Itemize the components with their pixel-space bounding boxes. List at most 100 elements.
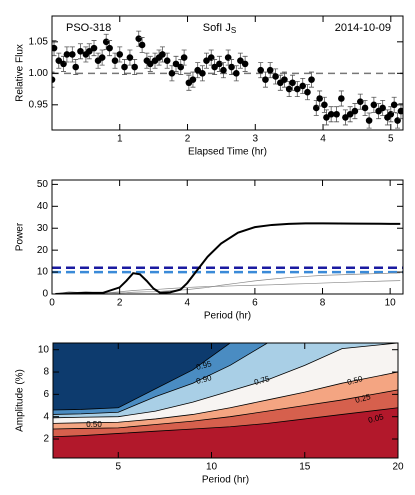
data-point xyxy=(106,44,113,52)
plot-frame xyxy=(51,15,404,131)
heatmap-region xyxy=(53,343,398,410)
plot-frame xyxy=(52,342,399,459)
data-point xyxy=(293,85,301,93)
data-point xyxy=(323,114,330,121)
y-axis-label: Relative Flux xyxy=(15,44,26,102)
annotation-subscript: S xyxy=(231,26,236,35)
contour-label: 0.25 xyxy=(354,392,372,405)
y-tick-label: 30 xyxy=(37,223,49,234)
data-point xyxy=(121,63,128,71)
data-point xyxy=(299,82,307,90)
data-point xyxy=(272,73,279,80)
annotation: PSO-318 xyxy=(66,22,111,34)
data-point xyxy=(203,57,210,65)
y-tick-label: 4 xyxy=(43,411,49,422)
contour-line xyxy=(53,343,398,411)
x-tick-label: 2 xyxy=(117,298,123,309)
x-tick-label: 10 xyxy=(206,462,218,473)
data-point xyxy=(304,88,311,96)
data-point xyxy=(241,60,249,68)
data-point xyxy=(72,63,80,71)
contour-line xyxy=(53,371,398,424)
x-tick-label: 15 xyxy=(299,462,311,473)
power-curve xyxy=(55,222,401,294)
y-tick-label: 0.95 xyxy=(29,99,49,110)
data-point xyxy=(357,98,364,105)
y-tick-label: 1.05 xyxy=(29,36,49,47)
data-point xyxy=(111,57,119,65)
data-point xyxy=(116,51,124,58)
data-point xyxy=(168,70,176,77)
data-point xyxy=(199,70,206,77)
data-point xyxy=(361,104,369,112)
contour-label: 0.95 xyxy=(195,359,213,372)
data-point xyxy=(63,51,71,58)
y-tick-label: 1.00 xyxy=(29,68,49,79)
data-point xyxy=(77,47,84,55)
x-tick-label: 1 xyxy=(117,134,123,145)
data-point xyxy=(207,54,215,61)
data-point xyxy=(131,63,138,71)
contour-line xyxy=(53,343,398,415)
data-point xyxy=(146,60,154,68)
x-tick-label: 5 xyxy=(115,462,121,473)
data-point xyxy=(69,51,76,58)
y-tick-label: 40 xyxy=(37,201,49,212)
annotation: 2014-10-09 xyxy=(335,22,391,34)
x-tick-label: 8 xyxy=(320,298,326,309)
plot-area xyxy=(52,222,403,294)
contour-label: 0.05 xyxy=(367,412,385,425)
contour-label: 0.50 xyxy=(86,420,102,429)
contour-line xyxy=(53,343,398,419)
x-axis-label: Period (hr) xyxy=(204,311,251,322)
y-tick-label: 50 xyxy=(37,179,49,190)
data-point xyxy=(135,35,143,42)
contour-line xyxy=(53,407,398,438)
data-point xyxy=(216,60,223,68)
data-point xyxy=(180,54,188,61)
data-point xyxy=(338,95,345,102)
data-point xyxy=(316,95,323,102)
data-point xyxy=(342,114,349,121)
x-tick-label: 10 xyxy=(385,298,397,309)
contour-label: 0.50 xyxy=(346,374,364,387)
y-axis-label: Amplitude (%) xyxy=(15,369,26,432)
x-tick-label: 4 xyxy=(320,134,326,145)
error-bar xyxy=(52,71,55,88)
data-point xyxy=(52,76,56,83)
data-point xyxy=(90,44,98,52)
data-point xyxy=(379,104,386,112)
plot-area xyxy=(53,343,398,458)
data-point xyxy=(266,66,274,74)
data-point xyxy=(237,57,244,65)
data-point xyxy=(220,66,227,74)
data-point xyxy=(163,57,171,65)
data-point xyxy=(281,76,288,83)
data-point xyxy=(233,70,240,77)
data-point xyxy=(346,110,354,118)
data-point xyxy=(228,63,235,71)
data-point xyxy=(262,76,269,83)
x-tick-label: 0 xyxy=(49,298,55,309)
data-point xyxy=(308,76,315,83)
data-point xyxy=(285,85,293,93)
plot-frame xyxy=(51,179,404,295)
contour-line xyxy=(53,389,398,430)
data-point xyxy=(85,47,93,55)
y-tick-label: 8 xyxy=(43,367,49,378)
x-tick-label: 3 xyxy=(253,134,259,145)
plot-area xyxy=(52,30,403,129)
data-point xyxy=(394,117,401,124)
data-point xyxy=(126,54,134,61)
contour-label: 0.75 xyxy=(253,374,271,387)
y-tick-label: 0 xyxy=(42,289,48,300)
data-point xyxy=(60,60,67,68)
contour-label: 0.90 xyxy=(195,373,213,386)
x-tick-label: 6 xyxy=(252,298,258,309)
data-point xyxy=(351,107,359,115)
x-tick-label: 4 xyxy=(184,298,190,309)
y-tick-label: 20 xyxy=(37,245,49,256)
y-tick-label: 2 xyxy=(43,434,49,445)
power-curve xyxy=(55,272,401,294)
